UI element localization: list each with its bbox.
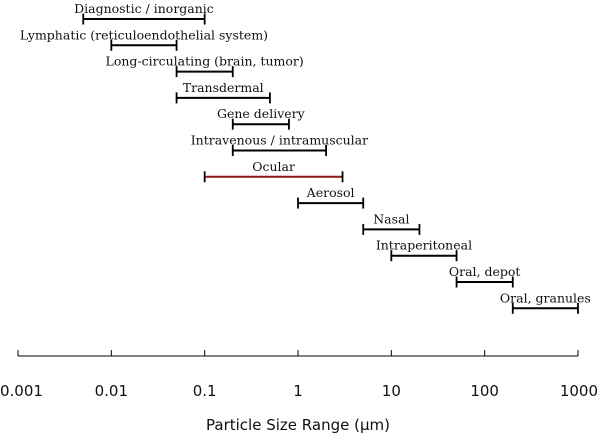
range-label: Intraperitoneal [376,238,472,253]
x-axis-title: Particle Size Range (μm) [206,416,390,434]
range-bar: Intraperitoneal [376,238,472,262]
range-bar: Oral, depot [449,264,521,288]
range-bar: Intravenous / intramuscular [191,133,368,156]
range-bar: Long-circulating (brain, tumor) [106,54,304,78]
range-label: Intravenous / intramuscular [191,133,368,148]
range-bar: Ocular [203,159,344,183]
range-label: Oral, granules [500,290,591,305]
range-label: Diagnostic / inorganic [74,1,214,16]
range-label: Nasal [373,211,409,226]
range-label: Lymphatic (reticuloendothelial system) [20,27,268,42]
x-tick-label: 0.01 [95,382,128,400]
x-tick-label: 1000 [560,382,598,400]
range-label: Oral, depot [449,264,521,279]
range-bar: Diagnostic / inorganic [74,1,214,25]
range-bar: Gene delivery [217,106,306,130]
range-label: Gene delivery [217,106,306,121]
range-bar: Nasal [362,211,421,235]
range-bar: Lymphatic (reticuloendothelial system) [20,27,268,51]
range-bars-group: Diagnostic / inorganic Lymphatic (reticul… [20,1,591,314]
range-label: Aerosol [306,185,355,200]
range-label: Long-circulating (brain, tumor) [106,54,304,69]
x-axis: 0.001 0.01 0.1 1 10 100 1000 [0,350,598,400]
x-tick-label: 0.1 [193,382,217,400]
range-bar: Aerosol [297,185,365,209]
x-tick-label: 100 [470,382,499,400]
range-bar: Transdermal [175,80,271,104]
x-tick-label: 10 [382,382,401,400]
x-tick-label: 0.001 [0,382,43,400]
range-label: Ocular [252,159,295,174]
x-tick-label: 1 [293,382,303,400]
range-bar: Oral, granules [500,290,591,314]
range-label: Transdermal [183,80,264,95]
